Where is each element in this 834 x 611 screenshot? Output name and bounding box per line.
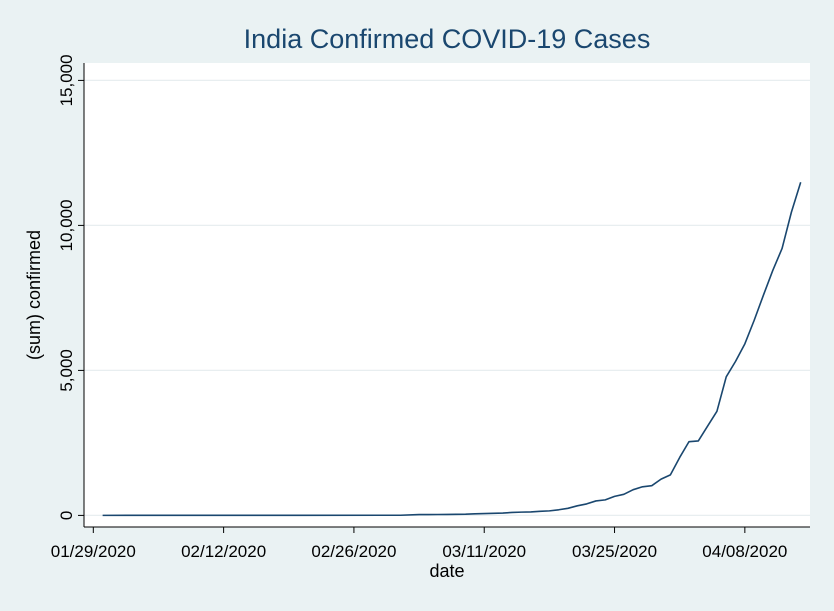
series-layer xyxy=(102,182,802,517)
chart-title: India Confirmed COVID-19 Cases xyxy=(244,24,651,54)
y-tick-label: 10,000 xyxy=(57,199,76,251)
plot-area xyxy=(84,63,810,527)
x-tick-label: 03/11/2020 xyxy=(442,542,526,561)
y-axis-label: (sum) confirmed xyxy=(24,230,44,360)
axes: 0 5,000 10,000 15,000 01/29/2020 02/12/2020 02… xyxy=(51,54,810,561)
gridlines xyxy=(84,79,810,517)
x-tick-label: 04/08/2020 xyxy=(702,542,787,561)
series-line xyxy=(102,182,802,517)
y-tick-label: 0 xyxy=(57,511,76,520)
x-tick-label: 01/29/2020 xyxy=(51,542,136,561)
x-tick-label: 02/26/2020 xyxy=(311,542,396,561)
x-tick-label: 02/12/2020 xyxy=(181,542,266,561)
x-tick-label: 03/25/2020 xyxy=(572,542,657,561)
y-tick-label: 15,000 xyxy=(57,54,76,106)
x-axis-label: date xyxy=(429,561,464,581)
y-tick-label: 5,000 xyxy=(57,349,76,392)
